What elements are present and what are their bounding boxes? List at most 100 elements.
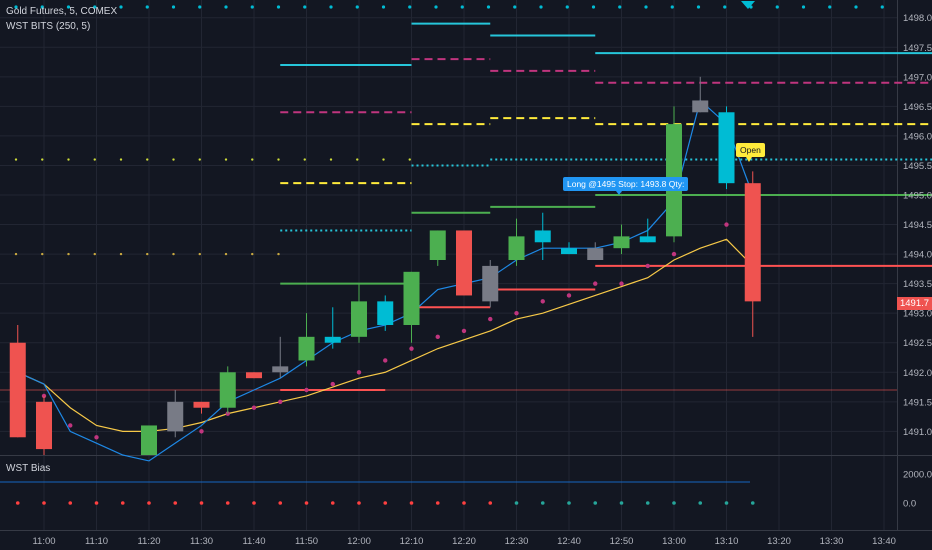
signal-arrow <box>741 1 755 9</box>
top-dot <box>303 5 307 9</box>
time-tick-label: 11:40 <box>242 536 265 547</box>
candle-body <box>298 336 315 361</box>
top-dot <box>224 5 228 9</box>
level-dot <box>277 252 280 256</box>
open-label: Open <box>736 143 765 157</box>
price-tick-label: 1491.0 <box>903 427 932 438</box>
time-tick-label: 13:20 <box>767 536 791 547</box>
indicator-legend-bias[interactable]: WST Bias <box>6 463 51 474</box>
time-tick-label: 13:40 <box>872 536 896 547</box>
candles <box>9 76 761 455</box>
ema-line <box>17 238 754 432</box>
level-dot <box>224 158 228 161</box>
magenta-dot <box>94 435 99 440</box>
price-tick-label: 1493.5 <box>903 279 932 290</box>
price-tick-label: 1495.0 <box>903 191 932 202</box>
level-dot <box>224 252 228 256</box>
level-dot <box>41 158 44 161</box>
candle-body <box>744 183 761 302</box>
bias-pane: 2000.0 0.0 <box>0 470 932 510</box>
bias-dot <box>147 501 151 505</box>
bias-dot <box>567 501 571 505</box>
magenta-dot <box>540 299 545 304</box>
bias-dot <box>199 501 204 505</box>
bias-dot <box>409 501 414 505</box>
level-dot <box>67 158 70 161</box>
symbol-legend[interactable]: Gold Futures, 5, COMEX <box>6 6 118 17</box>
magenta-dot <box>409 346 414 351</box>
time-tick-label: 13:00 <box>662 536 686 547</box>
price-tick-label: 1494.5 <box>903 220 932 231</box>
top-dot <box>171 5 176 9</box>
level-dot <box>303 158 306 161</box>
top-dot <box>329 5 333 9</box>
top-dot <box>14 5 18 9</box>
candle-body <box>429 230 446 260</box>
time-tick-label: 13:30 <box>820 536 844 547</box>
candle-body <box>246 372 262 379</box>
top-dot <box>880 5 884 9</box>
bias-tick-label: 2000.0 <box>903 470 932 481</box>
magenta-dot <box>330 381 335 387</box>
top-dot <box>513 5 517 9</box>
time-tick-label: 12:30 <box>505 536 529 547</box>
top-dot <box>591 5 596 9</box>
top-dot <box>145 5 149 9</box>
price-tick-label: 1497.0 <box>903 72 932 83</box>
bias-tick-label: 0.0 <box>903 499 916 510</box>
candle-body <box>324 336 341 343</box>
level-dot <box>41 252 44 256</box>
magenta-dot <box>724 222 729 227</box>
price-tick-label: 1495.5 <box>903 161 932 172</box>
time-tick-label: 11:00 <box>32 536 55 547</box>
bias-dot <box>593 501 598 505</box>
bias-dot <box>435 501 440 505</box>
price-tick-label: 1496.5 <box>903 102 932 113</box>
top-dot <box>565 5 569 9</box>
magenta-dot <box>251 405 257 410</box>
magenta-dot <box>199 429 204 434</box>
magenta-dot <box>356 370 362 375</box>
top-dot <box>381 5 386 9</box>
price-tick-label: 1498.0 <box>903 13 932 24</box>
magenta-dot <box>461 328 467 334</box>
top-dot <box>250 5 254 9</box>
top-dot <box>696 5 701 9</box>
magenta-dot <box>645 263 650 269</box>
candle-body <box>141 425 157 455</box>
bias-dot <box>252 501 256 505</box>
open-label-pointer <box>746 157 752 162</box>
magenta-dot <box>435 334 440 340</box>
magenta-dot <box>304 387 309 393</box>
bias-dot <box>225 501 230 505</box>
top-dot <box>93 5 97 9</box>
candle-body <box>613 236 630 249</box>
top-dot <box>119 5 123 9</box>
top-dot <box>723 5 727 9</box>
magenta-dot <box>68 423 73 428</box>
candle-body <box>9 342 26 438</box>
time-tick-label: 13:10 <box>715 536 739 547</box>
candle-body <box>482 265 499 302</box>
level-dot <box>172 252 175 256</box>
bias-dot <box>330 501 335 505</box>
top-dot <box>198 5 202 9</box>
candle-body <box>534 230 551 243</box>
time-tick-label: 11:50 <box>295 536 318 547</box>
level-dot <box>356 158 359 161</box>
magenta-dot <box>383 358 388 363</box>
indicator-legend-bits[interactable]: WST BITS (250, 5) <box>6 21 91 32</box>
level-dot <box>198 158 201 161</box>
level-dot <box>146 158 149 161</box>
candle-body <box>508 236 525 260</box>
bias-dot <box>357 501 361 505</box>
time-tick-label: 12:10 <box>400 536 424 547</box>
top-dot <box>828 5 832 9</box>
candle-body <box>219 372 236 408</box>
bias-dot <box>383 501 388 505</box>
magenta-dot <box>619 281 624 286</box>
top-dot <box>408 5 412 9</box>
level-dot <box>146 252 149 256</box>
candle-body <box>639 236 656 243</box>
